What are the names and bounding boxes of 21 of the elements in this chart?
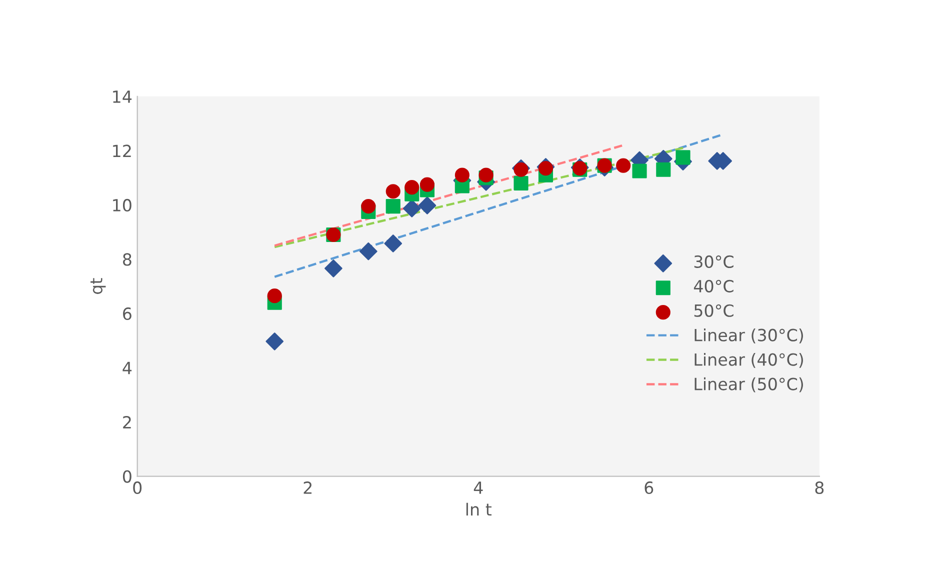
legend-label: Linear (30°C)	[694, 328, 803, 344]
legend-label: Linear (50°C)	[694, 377, 803, 392]
legend-label: 40°C	[694, 280, 734, 292]
y-tick-label: 8	[123, 253, 132, 266]
legend-label: 30°C	[694, 255, 734, 268]
x-tick-label: 2	[304, 481, 312, 494]
x-tick-label: 8	[815, 481, 824, 494]
y-tick-label: 4	[122, 362, 132, 374]
legend-label: 50°C	[694, 304, 734, 317]
legend-label: Linear (40°C)	[694, 352, 803, 368]
y-tick-label: 14	[113, 90, 132, 103]
y-tick-label: 2	[123, 416, 131, 428]
y-axis-title: qt	[90, 278, 106, 294]
x-tick-label: 4	[474, 482, 483, 494]
x-tick-label: 0	[133, 481, 142, 494]
x-axis-title: ln t	[466, 502, 492, 516]
y-tick-label: 6	[123, 307, 132, 320]
y-tick-label: 10	[113, 198, 132, 212]
x-tick-label: 6	[644, 481, 654, 494]
y-tick-label: 12	[113, 144, 131, 157]
y-tick-label: 0	[122, 470, 132, 483]
